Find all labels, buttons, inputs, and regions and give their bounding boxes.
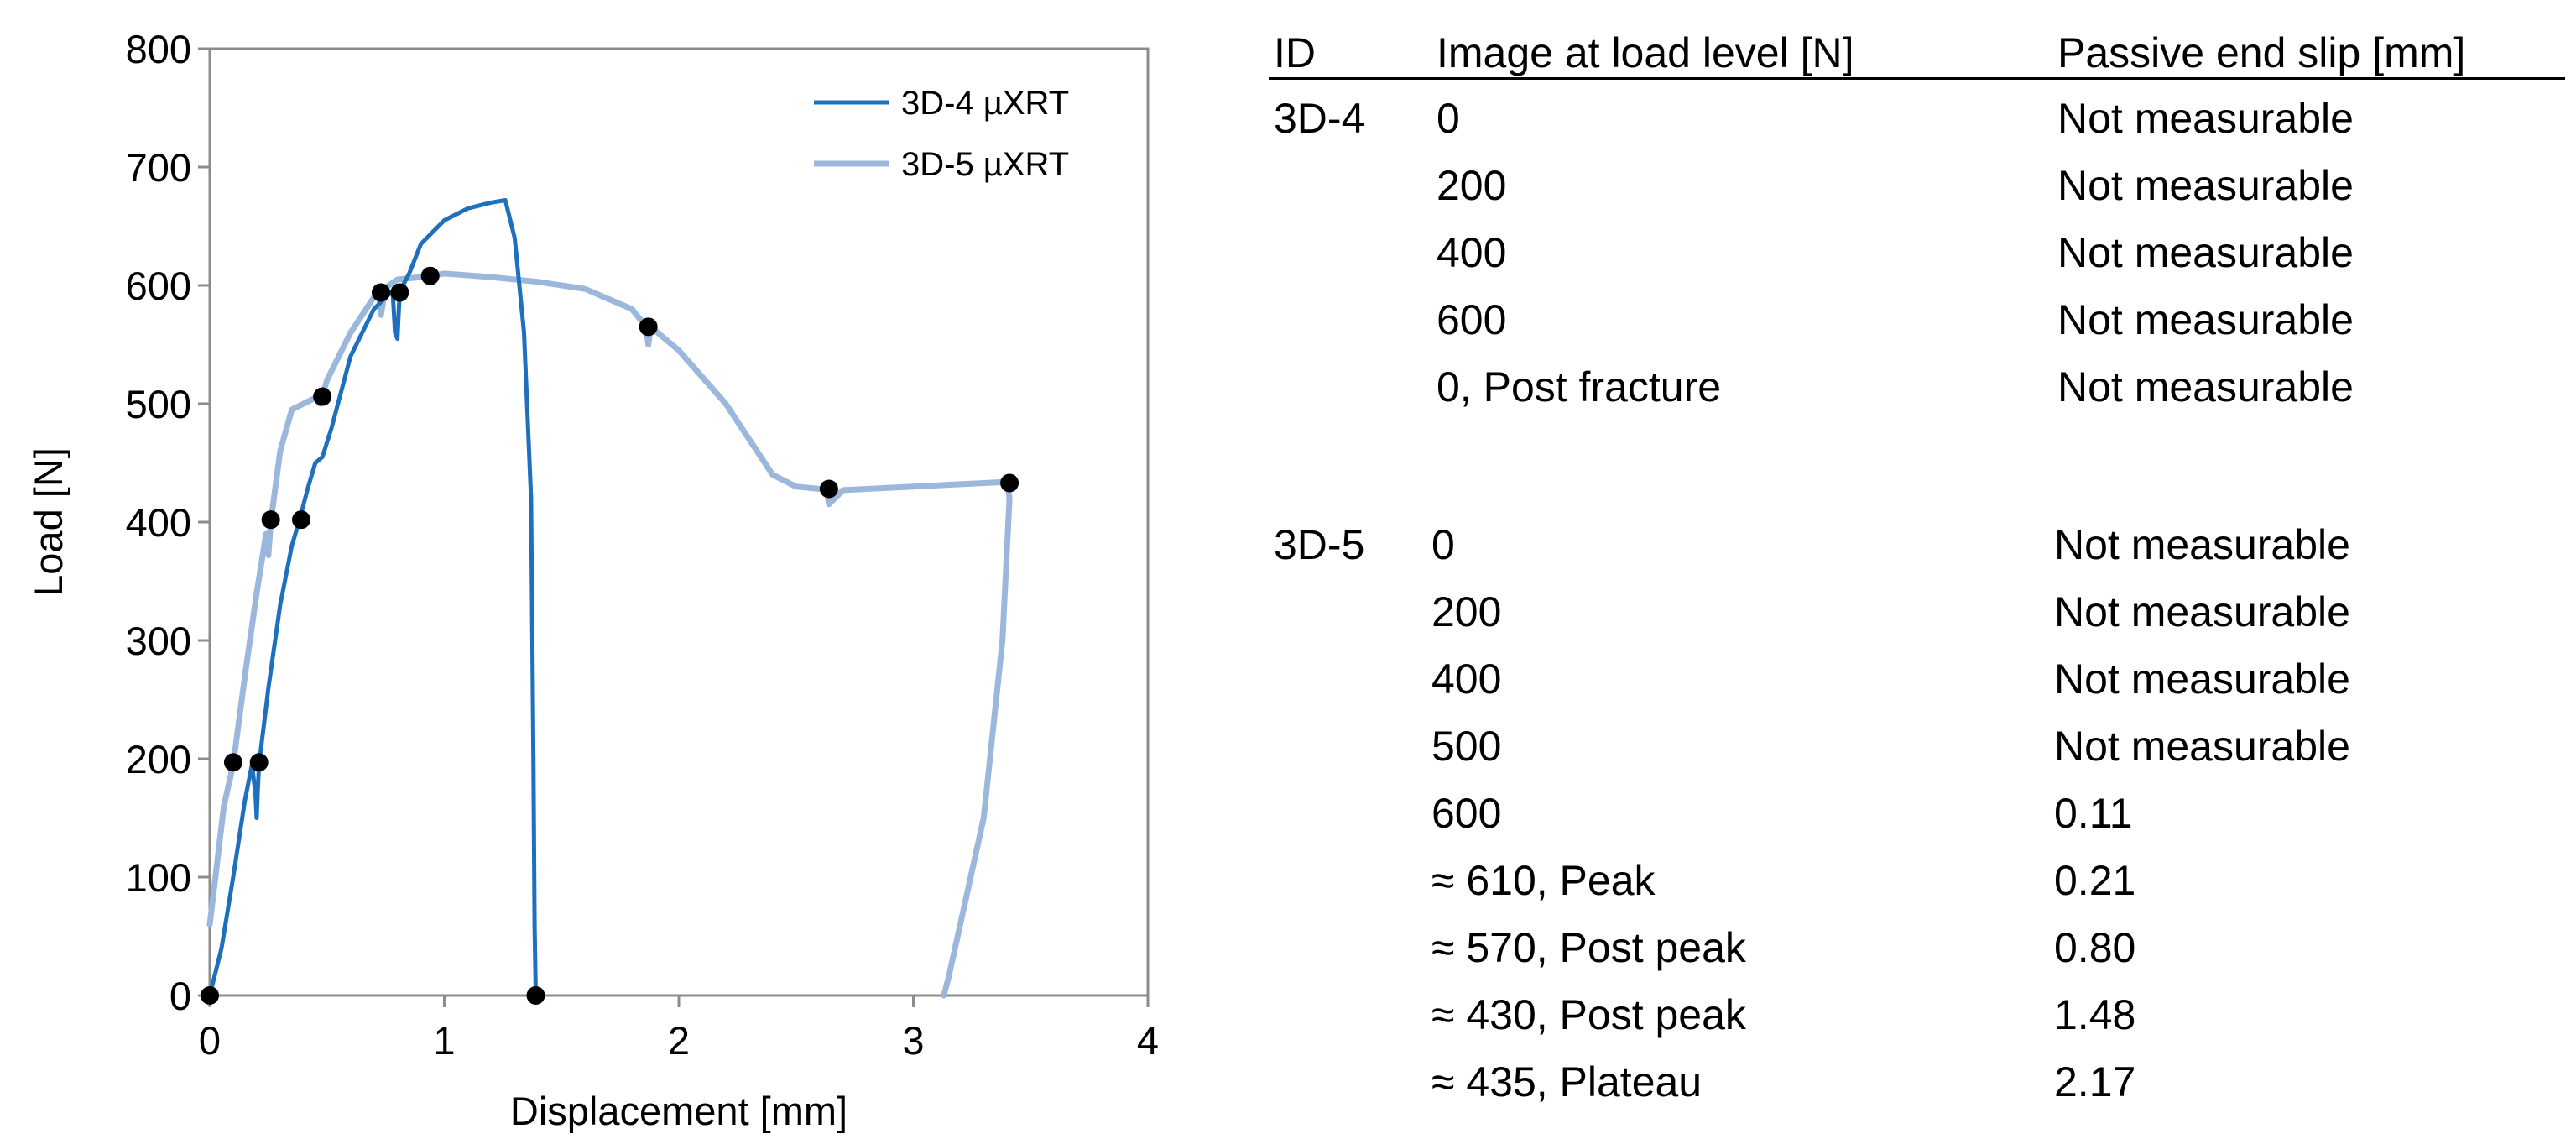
data-point-marker [819, 479, 838, 499]
header-slip: Passive end slip [mm] [2057, 29, 2466, 76]
header-load-level: Image at load level [N] [1437, 29, 1854, 76]
data-point-marker [292, 510, 311, 530]
header-rule [1269, 77, 2565, 80]
data-point-marker [372, 283, 391, 302]
x-tick-label: 0 [199, 1018, 221, 1063]
table-row-slip: Not measurable [2054, 588, 2350, 635]
table-row-load: 400 [1431, 656, 1502, 703]
table-row-slip: Not measurable [2054, 723, 2350, 770]
table-row-load: ≈ 570, Post peak [1431, 924, 1746, 971]
data-point-marker [1000, 473, 1019, 493]
table-row-load: 200 [1437, 162, 1507, 209]
y-tick-label: 500 [126, 382, 191, 426]
data-point-marker [639, 317, 658, 337]
table-row-load: 0, Post fracture [1437, 363, 1722, 410]
table-row-slip: Not measurable [2057, 95, 2354, 142]
chart-svg: 0 100 200 300 400 500 600 700 800 0 1 2 3 4 Displaceme… [26, 27, 1159, 1133]
table-row-load: 500 [1431, 723, 1502, 770]
header-id: ID [1274, 29, 1316, 76]
series-line-3d5 [206, 270, 1013, 999]
table-row-slip: Not measurable [2054, 656, 2350, 703]
y-tick-label: 100 [126, 855, 191, 900]
table-row-load: 400 [1437, 229, 1507, 276]
table-row-load: ≈ 430, Post peak [1431, 991, 1746, 1038]
y-tick-label: 200 [126, 737, 191, 781]
data-point-marker [420, 266, 440, 285]
x-tick-label: 3 [902, 1018, 924, 1063]
series-line-3d4 [207, 198, 538, 998]
table-row-slip: 0.21 [2054, 857, 2136, 904]
data-point-marker [249, 753, 269, 772]
data-point-marker [313, 387, 332, 406]
table-row-slip: 2.17 [2054, 1058, 2136, 1105]
table-row-slip: 1.48 [2054, 991, 2136, 1038]
group-id-3d4: 3D-4 [1274, 95, 1365, 142]
x-axis-label: Displacement [mm] [510, 1089, 847, 1133]
table-row-load: 200 [1431, 588, 1502, 635]
table-row-slip: Not measurable [2057, 296, 2354, 343]
legend-entry: 3D-5 µXRT [901, 146, 1069, 183]
table-row-load: 600 [1437, 296, 1507, 343]
results-table: ID Image at load level [N] Passive end s… [1259, 24, 2568, 1115]
group-id-3d5: 3D-5 [1274, 521, 1365, 568]
y-axis-label: Load [N] [26, 447, 70, 597]
legend-entry: 3D-4 µXRT [901, 85, 1069, 122]
y-tick-label: 600 [126, 264, 191, 308]
table-row-slip: 0.80 [2054, 924, 2136, 971]
data-point-marker [201, 986, 219, 1005]
table-row-load: ≈ 610, Peak [1431, 857, 1656, 904]
x-tick-label: 2 [668, 1018, 690, 1063]
x-tick-label: 1 [433, 1018, 455, 1063]
y-tick-label: 300 [126, 619, 191, 663]
table-row-load: 0 [1431, 521, 1455, 568]
table-row-load: 600 [1431, 790, 1502, 837]
y-tick-label: 400 [126, 500, 191, 545]
table-row-slip: Not measurable [2057, 162, 2354, 209]
table-row-slip: 0.11 [2054, 790, 2133, 837]
data-point-marker [390, 283, 409, 302]
x-tick-label: 4 [1137, 1018, 1159, 1063]
data-point-marker [526, 986, 545, 1005]
data-point-marker [261, 510, 280, 530]
table-row-slip: Not measurable [2054, 521, 2350, 568]
load-displacement-chart: 0 100 200 300 400 500 600 700 800 0 1 2 3 4 Displaceme… [0, 0, 1208, 1139]
y-tick-label: 800 [126, 27, 191, 71]
y-tick-label: 700 [126, 145, 191, 190]
table-row-load: 0 [1437, 95, 1460, 142]
table-row-slip: Not measurable [2057, 363, 2354, 410]
table-row-slip: Not measurable [2057, 229, 2354, 276]
y-tick-label: 0 [169, 974, 191, 1018]
data-point-marker [223, 753, 242, 772]
table-row-load: ≈ 435, Plateau [1431, 1058, 1703, 1105]
